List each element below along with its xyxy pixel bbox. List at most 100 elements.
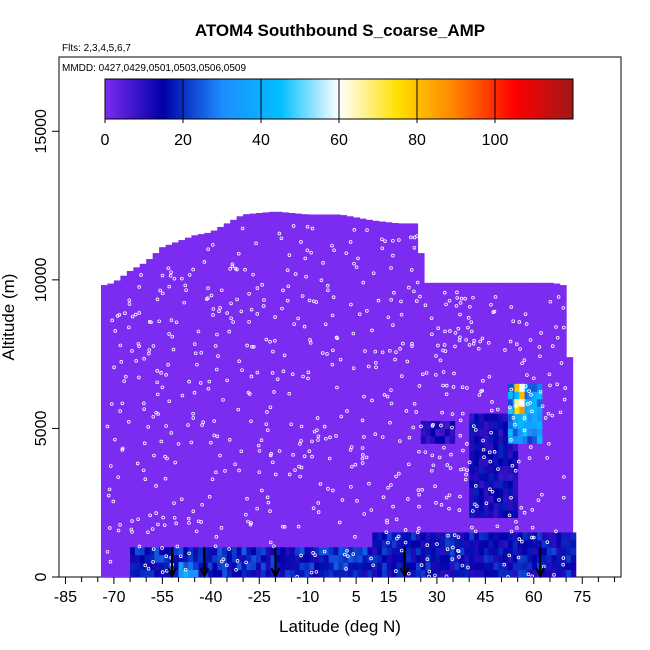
sample-point [322,424,327,429]
heatmap-cell [144,569,150,577]
heatmap-cell [556,569,562,577]
heatmap-cell [246,547,252,556]
sample-point [525,373,529,377]
sample-point [444,383,449,388]
sample-point [159,371,163,375]
sample-point [224,563,229,568]
sample-point [399,299,403,304]
sample-point [371,271,376,275]
heatmap-cell [469,465,475,474]
heatmap-cell [440,562,446,571]
heatmap-cell [444,562,451,571]
heatmap-cell [430,539,436,548]
sample-point [235,267,239,272]
heatmap-cell [498,495,504,504]
sample-point [511,415,516,420]
sample-point [430,332,434,337]
sample-point [562,475,566,479]
heatmap-cell [420,421,427,429]
heatmap-column [456,282,464,577]
sample-point [142,356,146,361]
heatmap-cell [512,413,519,422]
sample-point [530,535,534,540]
heatmap-cell [444,547,451,556]
sample-point [447,506,451,511]
heatmap-cell [163,547,170,556]
sample-point [151,414,156,419]
sample-point [161,515,165,520]
sample-point [411,425,416,430]
sample-point [456,548,460,553]
sample-point [399,548,404,553]
heatmap-cell [323,554,330,563]
sample-point [187,379,191,384]
sample-point [455,290,459,295]
heatmap-cell [546,539,553,548]
sample-point [468,304,472,309]
sample-point [172,501,176,505]
sample-point [109,402,114,406]
heatmap-cell [551,547,557,556]
heatmap-cell [570,562,577,571]
heatmap-cell [527,569,533,577]
heatmap-cell [386,532,393,541]
sample-point [385,520,389,525]
heatmap-cell [188,569,194,577]
sample-point [364,455,369,460]
heatmap-cell [512,562,519,571]
heatmap-cell [517,554,523,563]
sample-point [405,359,410,364]
sample-point [234,568,238,572]
sample-point [352,228,357,232]
sample-point [444,495,449,500]
heatmap-cell [226,562,233,571]
heatmap-cell [512,569,519,577]
sample-point [458,312,462,317]
sample-point [277,231,282,236]
sample-point [315,416,320,420]
sample-point [206,296,210,300]
heatmap-cell [251,547,257,556]
heatmap-cell [333,554,339,563]
sample-point [215,434,220,439]
heatmap-cell [507,421,514,429]
heatmap-cell [377,562,383,571]
heatmap-cell [256,554,262,563]
sample-point [218,305,222,310]
heatmap-cell [483,480,490,489]
sample-point [227,438,232,442]
sample-point [345,409,349,413]
sample-point [349,302,353,307]
heatmap-cell [483,421,490,429]
sample-point [471,295,475,300]
sample-point [454,304,459,308]
heatmap-cell [285,554,291,563]
heatmap-cell [299,562,305,571]
heatmap-cell [144,562,150,571]
heatmap-cell [469,480,475,489]
heatmap-cell [449,421,456,429]
heatmap-cell [435,562,441,571]
sample-point [369,556,373,561]
heatmap-cell [304,554,310,563]
heatmap-cell [488,562,494,571]
heatmap-cell [507,569,514,577]
sample-point [338,357,343,362]
heatmap-cell [256,569,262,577]
sample-point [514,404,518,408]
sample-point [543,416,548,420]
sample-point [323,322,328,327]
heatmap-cell [478,421,485,429]
heatmap-cell [144,547,150,556]
sample-point [517,537,522,541]
sample-point [268,339,272,344]
sample-point [373,432,378,437]
sample-point [389,298,394,302]
sample-point [108,559,113,564]
sample-point [523,384,528,388]
sample-point [202,260,207,264]
sample-point [361,453,365,457]
sample-point [106,493,111,498]
heatmap-cell [270,562,276,571]
sample-point [552,573,556,577]
